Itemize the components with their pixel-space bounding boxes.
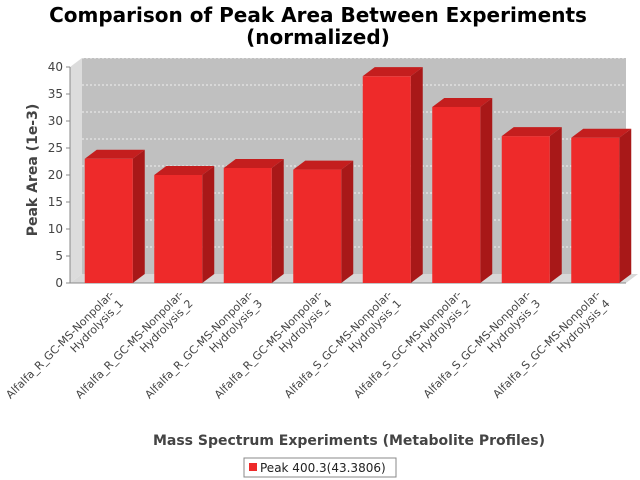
y-axis-ticks: 0 5 10 15 20 25 30 35 40 — [48, 60, 70, 290]
floor — [70, 274, 638, 283]
bar-top — [84, 149, 145, 159]
bar-side — [410, 67, 423, 284]
legend-box — [243, 457, 397, 478]
bar-side — [619, 128, 632, 283]
bar-side — [271, 158, 284, 283]
bar-front — [571, 137, 620, 283]
chart-title: Comparison of Peak Area Between Experime… — [49, 3, 587, 27]
bar-top — [154, 166, 215, 175]
bar-front — [362, 76, 411, 284]
bar-top — [223, 158, 284, 168]
bar-front — [432, 106, 481, 284]
bar-front — [154, 175, 203, 283]
bar-front — [501, 136, 550, 283]
legend-label: Peak 400.3(43.3806) — [260, 461, 386, 475]
bar — [84, 149, 145, 283]
bar-side — [132, 149, 145, 283]
bar — [571, 128, 632, 283]
x-tick-label: Alfalfa_R_GC-MS-Nonpolar-Hydrolysis_1 — [3, 288, 126, 411]
y-tick-label: 20 — [48, 168, 63, 182]
chart-subtitle: (normalized) — [246, 25, 390, 49]
bar-front — [293, 169, 342, 283]
legend: Peak 400.3(43.3806) — [243, 457, 397, 478]
bar-top — [501, 127, 562, 137]
y-tick-label: 15 — [48, 195, 63, 209]
legend-swatch — [249, 463, 257, 471]
bar — [154, 166, 215, 283]
bar-side — [480, 97, 493, 284]
bar-top — [571, 128, 632, 138]
bar-top — [432, 97, 493, 107]
bar-side — [549, 127, 562, 284]
y-tick-label: 35 — [48, 87, 63, 101]
bar-top — [293, 160, 354, 170]
y-tick-label: 40 — [48, 60, 63, 74]
y-tick-label: 5 — [55, 249, 63, 263]
bar — [362, 67, 423, 284]
bar-top — [362, 67, 423, 77]
y-tick-label: 30 — [48, 114, 63, 128]
bar-front — [223, 167, 272, 283]
y-tick-label: 0 — [55, 276, 63, 290]
x-axis-categories: Alfalfa_R_GC-MS-Nonpolar-Hydrolysis_1Alf… — [3, 288, 612, 411]
bar — [293, 160, 354, 283]
side-wall — [70, 58, 82, 283]
bar — [501, 127, 562, 284]
y-tick-label: 25 — [48, 141, 63, 155]
x-axis-label: Mass Spectrum Experiments (Metabolite Pr… — [153, 433, 545, 449]
bar-side — [202, 166, 215, 283]
bar — [223, 158, 284, 283]
bars — [84, 67, 632, 284]
bar-side — [341, 160, 354, 283]
bar — [432, 97, 493, 284]
bar-front — [84, 158, 133, 283]
y-tick-label: 10 — [48, 222, 63, 236]
y-axis-label: Peak Area (1e-3) — [25, 104, 41, 237]
